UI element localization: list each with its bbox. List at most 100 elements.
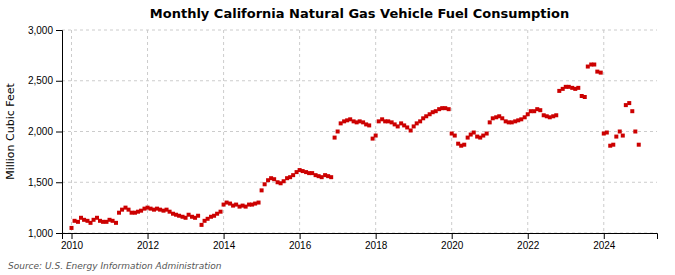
point bbox=[187, 213, 191, 217]
title: Monthly California Natural Gas Vehicle F… bbox=[150, 6, 569, 21]
point bbox=[348, 117, 352, 121]
tick: 2,000 bbox=[28, 126, 62, 137]
tick: 3,000 bbox=[28, 25, 62, 36]
point bbox=[447, 107, 451, 111]
point bbox=[177, 214, 181, 218]
point bbox=[586, 65, 590, 69]
tick-label: 1,000 bbox=[28, 228, 53, 239]
point bbox=[301, 169, 305, 173]
tick-mark bbox=[72, 233, 73, 239]
tick: 2020 bbox=[441, 233, 464, 251]
point bbox=[557, 89, 561, 93]
tick: 2016 bbox=[289, 233, 312, 251]
source: Source: U.S. Energy Information Administ… bbox=[8, 261, 222, 271]
tick-label: 2020 bbox=[441, 240, 464, 251]
tick-mark bbox=[300, 233, 301, 239]
tick: 2018 bbox=[365, 233, 388, 251]
points bbox=[70, 63, 641, 230]
point bbox=[510, 120, 514, 124]
point bbox=[73, 219, 77, 223]
point bbox=[519, 117, 523, 121]
point bbox=[329, 175, 333, 179]
tick: 2024 bbox=[593, 233, 616, 251]
point bbox=[139, 209, 143, 213]
point bbox=[405, 125, 409, 129]
point bbox=[291, 173, 295, 177]
tick-label: 2014 bbox=[213, 240, 236, 251]
point bbox=[215, 212, 219, 216]
point bbox=[272, 177, 276, 181]
point bbox=[605, 131, 609, 135]
point bbox=[554, 113, 558, 117]
point bbox=[114, 221, 118, 225]
point bbox=[472, 131, 476, 135]
point bbox=[158, 208, 162, 212]
point bbox=[358, 119, 362, 123]
point bbox=[548, 115, 552, 119]
point bbox=[576, 86, 580, 90]
tick-mark bbox=[224, 233, 225, 239]
tick-mark bbox=[56, 30, 62, 31]
point bbox=[386, 119, 390, 123]
point bbox=[200, 223, 204, 227]
point bbox=[120, 208, 124, 212]
point bbox=[614, 135, 618, 139]
tick-label: 2024 bbox=[593, 240, 616, 251]
tick-mark bbox=[452, 233, 453, 239]
tick-mark bbox=[376, 233, 377, 239]
point bbox=[76, 220, 80, 224]
tick-label: 2,000 bbox=[28, 126, 53, 137]
tick-mark bbox=[604, 233, 605, 239]
tick: 2,500 bbox=[28, 75, 62, 86]
grid-line-x bbox=[527, 30, 528, 233]
tick-mark bbox=[148, 233, 149, 239]
tick: 1,500 bbox=[28, 177, 62, 188]
point bbox=[453, 134, 457, 138]
tick: 2022 bbox=[517, 233, 540, 251]
grid-line-x bbox=[299, 30, 300, 233]
tick-label: 2018 bbox=[365, 240, 388, 251]
point bbox=[260, 188, 264, 192]
tick: 1,000 bbox=[28, 228, 62, 239]
point bbox=[234, 203, 238, 207]
point bbox=[320, 175, 324, 179]
point bbox=[624, 103, 628, 107]
x-axis: 2010 2012 2014 2016 2018 2020 2022 2024 bbox=[61, 233, 658, 251]
tick: 2012 bbox=[137, 233, 160, 251]
point bbox=[225, 201, 229, 205]
point bbox=[583, 95, 587, 99]
tick-label: 2,500 bbox=[28, 75, 53, 86]
point bbox=[627, 101, 631, 105]
y-axis: 1,000 1,500 2,000 2,500 3,000 bbox=[28, 25, 63, 239]
point bbox=[130, 211, 134, 215]
point bbox=[630, 109, 634, 113]
tick: 2010 bbox=[61, 233, 84, 251]
point bbox=[374, 134, 378, 138]
tick-mark bbox=[56, 132, 62, 133]
plot-area: 2010 2012 2014 2016 2018 2020 2022 2024 1,000 1,5… bbox=[28, 25, 658, 251]
tick-label: 1,500 bbox=[28, 177, 53, 188]
point bbox=[310, 171, 314, 175]
point bbox=[409, 128, 413, 132]
point bbox=[206, 217, 210, 221]
point bbox=[333, 136, 337, 140]
point bbox=[462, 143, 466, 147]
grid-line-y bbox=[62, 30, 657, 31]
point bbox=[367, 123, 371, 127]
grid-line-y bbox=[62, 80, 657, 81]
point bbox=[611, 143, 615, 147]
tick-mark bbox=[528, 233, 529, 239]
tick-mark bbox=[56, 233, 62, 234]
point bbox=[485, 132, 489, 136]
point bbox=[434, 109, 438, 113]
point bbox=[529, 109, 533, 113]
point bbox=[567, 85, 571, 89]
point bbox=[396, 124, 400, 128]
chart: 2010 2012 2014 2016 2018 2020 2022 2024 1,000 1,5… bbox=[0, 0, 675, 275]
tick-label: 2010 bbox=[61, 240, 84, 251]
grid-line-x bbox=[223, 30, 224, 233]
tick-label: 2012 bbox=[137, 240, 160, 251]
point bbox=[196, 214, 200, 218]
tick-label: 2016 bbox=[289, 240, 312, 251]
point bbox=[257, 201, 261, 205]
